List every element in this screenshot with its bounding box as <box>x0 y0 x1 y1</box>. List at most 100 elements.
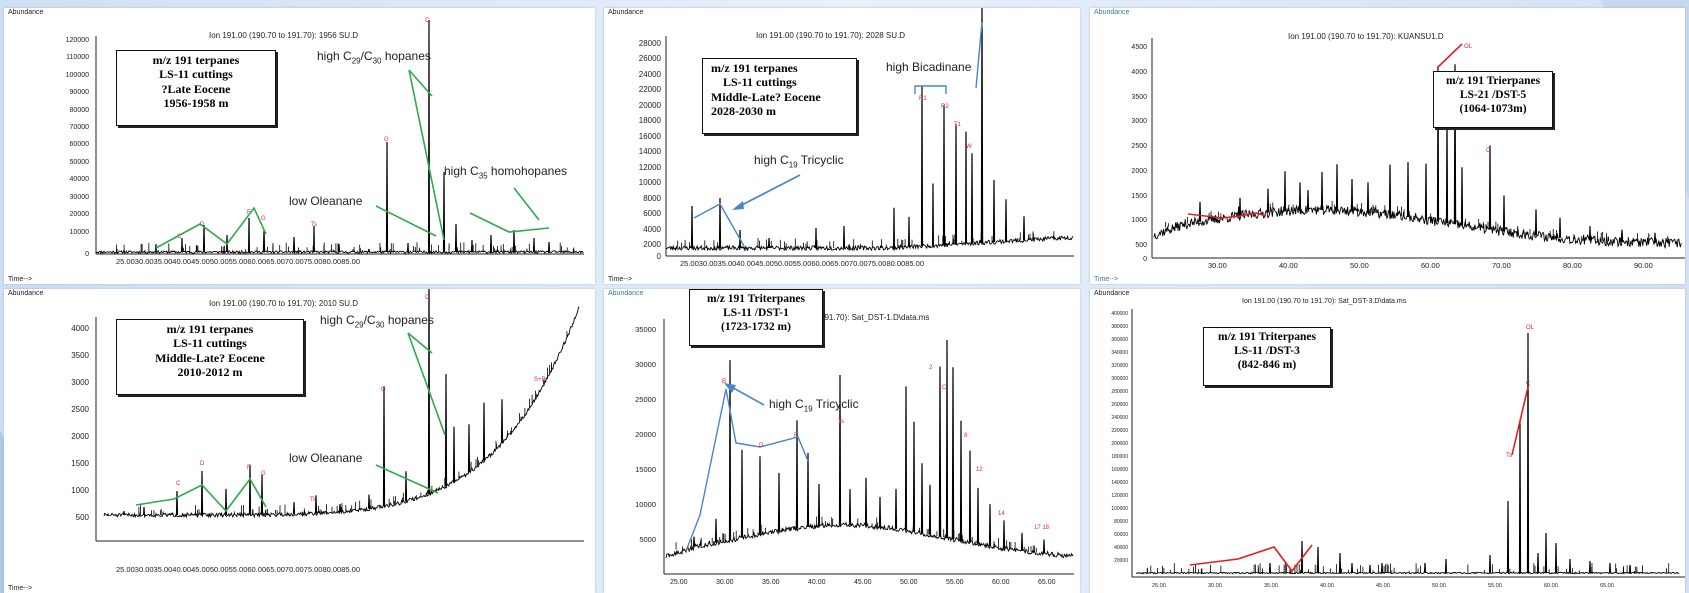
abundance-label: Abundance <box>608 9 644 16</box>
x-tick: 50.00 <box>1350 261 1369 270</box>
y-tick: 3500 <box>1131 94 1147 101</box>
chromatogram-peak <box>740 449 744 538</box>
y-tick: 140000 <box>1111 480 1128 486</box>
chromatogram-3: 4500 4000 3500 3000 2500 2000 1500 1000 … <box>1131 38 1685 270</box>
chromatogram-peak <box>864 477 868 526</box>
chromatogram-peak <box>467 424 471 473</box>
chromatogram-peak <box>795 420 799 529</box>
chromatogram-peak <box>1554 542 1558 574</box>
baseline-trace <box>95 249 584 255</box>
y-tick: 25000 <box>635 395 656 404</box>
y-tick: 20000 <box>639 101 662 110</box>
blue-bracket-tricyclic <box>693 203 745 247</box>
blue-pointer-bicadinane <box>975 21 983 89</box>
y-ticks: 400000 380000 360000 340000 320000 30000… <box>1111 311 1128 564</box>
y-tick: 20000 <box>635 430 656 439</box>
peak-labels: A B D F Ts C 2 8 12 14 17 18 <box>686 365 1050 553</box>
sample-info-box: m/z 191 Triterpanes LS-11 /DST-3 (842-84… <box>1203 327 1331 386</box>
chromatogram-peak <box>226 234 228 253</box>
y-tick: 1000 <box>71 486 89 495</box>
y-tick: 400000 <box>1111 311 1128 317</box>
chromatogram-peak <box>382 386 386 507</box>
y-tick: 8000 <box>643 194 661 203</box>
chromatogram-trace <box>665 8 1074 252</box>
chromatogram-peak <box>1198 201 1202 222</box>
x-tick: 40.00 <box>808 579 826 586</box>
chromatogram-peak <box>1544 532 1548 574</box>
peak-label: 12 <box>976 467 983 473</box>
chromatogram-2: 28000 26000 24000 22000 20000 18000 1600… <box>639 8 1074 268</box>
box-line: m/z 191 terpanes <box>166 322 254 336</box>
y-tick: 3000 <box>1131 118 1147 125</box>
peak-label: 14 <box>998 511 1005 517</box>
y-tick: 10000 <box>639 178 662 187</box>
x-tick: 35.00 <box>1264 583 1278 589</box>
peak-label: OL <box>1526 325 1535 331</box>
y-tick: 4000 <box>71 324 89 333</box>
chromatogram-peak <box>1306 190 1310 211</box>
y-tick: 0 <box>657 252 662 261</box>
ion-label: Ion 191.00 (190.70 to 191.70): KUANSU1.D <box>1288 32 1444 41</box>
chromatogram-peak <box>1444 558 1448 574</box>
peak-label: F <box>247 465 251 471</box>
chromatogram-peak <box>1268 562 1272 574</box>
chromatogram-peak <box>1316 546 1320 574</box>
chromatogram-5: 35000 30000 25000 20000 15000 10000 5000… <box>635 319 1074 586</box>
y-tick: 40000 <box>70 176 90 183</box>
peak-label: C <box>1486 148 1491 154</box>
y-tick: 2500 <box>71 405 89 414</box>
chromatogram-peak <box>1300 540 1304 574</box>
time-label: Time--> <box>1094 276 1119 283</box>
chromatogram-peak <box>482 402 486 461</box>
x-tick: 50.00 <box>1432 583 1446 589</box>
y-tick: 20000 <box>1114 558 1128 564</box>
green-pointer-homohopane <box>469 212 550 233</box>
y-tick: 26000 <box>639 54 662 63</box>
y-tick: 100000 <box>1111 506 1128 512</box>
baseline-trace <box>665 521 1074 559</box>
chromatogram-peak <box>512 229 516 253</box>
x-ticks: 25.0030.0035.0040.0045.0050.0055.0060.00… <box>116 257 360 266</box>
chromatogram-peak <box>938 366 942 537</box>
chromatogram-peak <box>817 483 821 527</box>
baseline-trace <box>103 306 580 519</box>
y-tick: 90000 <box>70 89 90 96</box>
y-tick: 80000 <box>1114 519 1128 525</box>
y-tick: 0 <box>85 251 89 258</box>
y-tick: 28000 <box>639 39 662 48</box>
x-tick: 40.00 <box>1320 583 1334 589</box>
green-pointer-hopane-1 <box>407 332 433 354</box>
y-tick: 1000 <box>1131 217 1147 224</box>
chromatogram-peak <box>547 241 551 253</box>
peak-label: W <box>966 144 972 150</box>
peak-label: G <box>261 216 266 222</box>
chromatogram-peak <box>945 339 949 539</box>
x-ticks: 30.00 40.00 50.00 60.00 70.00 80.00 90.0… <box>1208 261 1653 270</box>
chromatogram-peak <box>692 536 696 547</box>
chromatogram-peak <box>1022 216 1026 241</box>
chromatogram-peak <box>1266 188 1270 213</box>
red-pointer-tricyclic <box>1187 212 1267 219</box>
y-tick: 320000 <box>1111 363 1128 369</box>
box-line: (842-846 m) <box>1237 358 1297 371</box>
x-tick: 45.00 <box>854 579 872 586</box>
y-tick: 80000 <box>70 107 90 114</box>
chromatogram-peak <box>714 518 718 543</box>
chromatogram-peak <box>1042 539 1046 554</box>
chromatogram-peak <box>1424 163 1428 220</box>
y-tick: 280000 <box>1111 389 1128 395</box>
box-line: LS-11 cuttings <box>173 336 247 351</box>
peak-label: 8 <box>964 433 968 439</box>
x-tick: 60.00 <box>992 579 1010 586</box>
peak-label: R1 <box>919 96 927 102</box>
x-ticks: 25.00 30.00 35.00 40.00 45.00 50.00 55.0… <box>1152 583 1614 589</box>
x-tick: 55.00 <box>946 579 964 586</box>
y-tick: 120000 <box>66 37 89 44</box>
y-tick: 3500 <box>71 351 89 360</box>
chromatogram-peak <box>838 374 842 526</box>
chromatogram-peak <box>1445 114 1449 223</box>
annotation-hopanes: high C29/C30 hopanes <box>320 313 434 330</box>
y-tick: 240000 <box>1111 415 1128 421</box>
chromatogram-peak <box>1335 164 1339 211</box>
chromatogram-peak <box>878 496 882 527</box>
